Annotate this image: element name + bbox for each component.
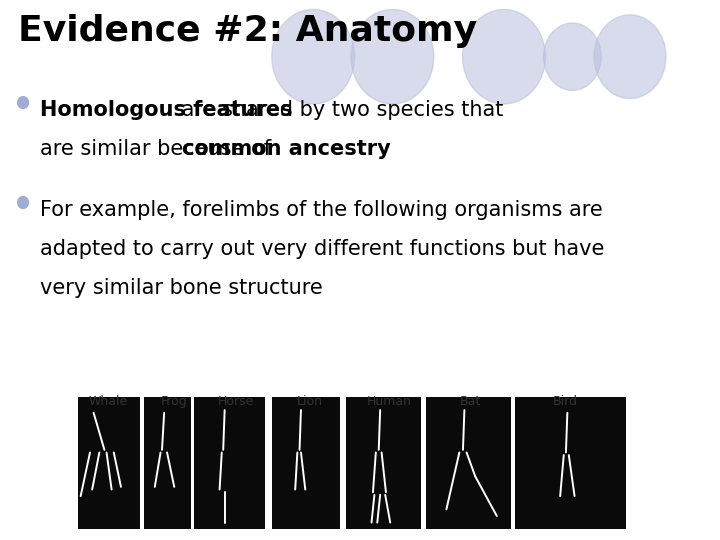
- Text: are similar because of: are similar because of: [40, 139, 277, 159]
- Ellipse shape: [271, 10, 354, 104]
- Ellipse shape: [351, 10, 433, 104]
- Bar: [346, 397, 421, 529]
- Text: Bird: Bird: [553, 395, 577, 408]
- Text: Homologous features: Homologous features: [40, 100, 292, 120]
- Text: Bat: Bat: [459, 395, 481, 408]
- Text: Frog: Frog: [161, 395, 188, 408]
- Text: very similar bone structure: very similar bone structure: [40, 278, 323, 298]
- Bar: [194, 397, 265, 529]
- Ellipse shape: [594, 15, 666, 98]
- Ellipse shape: [462, 10, 546, 104]
- Text: Whale: Whale: [89, 395, 127, 408]
- Bar: [426, 397, 511, 529]
- Bar: [78, 397, 140, 529]
- Text: common ancestry: common ancestry: [182, 139, 391, 159]
- Text: Lion: Lion: [297, 395, 323, 408]
- Text: adapted to carry out very different functions but have: adapted to carry out very different func…: [40, 239, 604, 259]
- Bar: [515, 397, 626, 529]
- Text: Evidence #2: Anatomy: Evidence #2: Anatomy: [18, 14, 477, 48]
- Text: For example, forelimbs of the following organisms are: For example, forelimbs of the following …: [40, 200, 603, 220]
- Ellipse shape: [544, 23, 601, 90]
- Bar: [272, 397, 340, 529]
- Ellipse shape: [17, 97, 29, 109]
- Text: are shared by two species that: are shared by two species that: [175, 100, 503, 120]
- Bar: [144, 397, 191, 529]
- Ellipse shape: [17, 197, 29, 208]
- Text: Human: Human: [366, 395, 411, 408]
- Text: Horse: Horse: [218, 395, 254, 408]
